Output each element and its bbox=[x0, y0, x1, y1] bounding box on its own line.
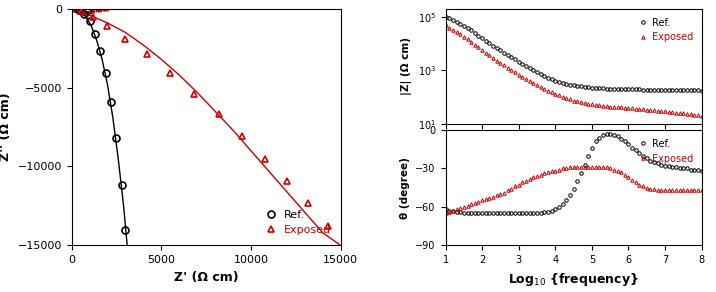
Exposed bbox=[536, 85, 545, 89]
Ref. bbox=[448, 18, 457, 22]
Exposed bbox=[189, 92, 198, 96]
Ref. bbox=[683, 88, 692, 92]
Exposed bbox=[304, 201, 313, 204]
Exposed bbox=[142, 53, 151, 56]
Legend: Ref., Exposed: Ref., Exposed bbox=[258, 205, 335, 240]
Ref. bbox=[569, 187, 578, 191]
Exposed bbox=[566, 165, 574, 169]
Ref. bbox=[481, 211, 490, 215]
Exposed bbox=[448, 28, 457, 32]
Exposed bbox=[448, 209, 457, 212]
Exposed bbox=[697, 188, 706, 192]
Exposed bbox=[89, 16, 97, 19]
Ref. bbox=[102, 72, 110, 75]
Exposed bbox=[441, 24, 450, 27]
Ref. bbox=[536, 72, 545, 76]
Ref. bbox=[690, 168, 699, 171]
Exposed bbox=[569, 165, 578, 169]
Exposed bbox=[214, 113, 223, 116]
Exposed bbox=[238, 135, 246, 138]
Exposed bbox=[514, 73, 523, 77]
Exposed bbox=[514, 183, 523, 187]
Ref. bbox=[441, 15, 450, 19]
Exposed bbox=[77, 9, 85, 13]
Ref. bbox=[595, 86, 604, 90]
Y-axis label: |Z| (Ω cm): |Z| (Ω cm) bbox=[401, 37, 412, 95]
Ref. bbox=[96, 50, 105, 53]
Exposed bbox=[687, 188, 695, 192]
Exposed bbox=[441, 211, 450, 215]
Line: Ref.: Ref. bbox=[444, 132, 703, 215]
Ref. bbox=[112, 136, 121, 140]
Y-axis label: Z'' (Ω cm): Z'' (Ω cm) bbox=[0, 93, 12, 161]
Line: Exposed: Exposed bbox=[444, 165, 703, 215]
Y-axis label: θ (degree): θ (degree) bbox=[400, 157, 410, 218]
Exposed bbox=[103, 24, 112, 28]
Exposed bbox=[697, 114, 706, 118]
Ref. bbox=[80, 13, 89, 16]
Legend: Ref., Exposed: Ref., Exposed bbox=[633, 135, 697, 167]
Legend: Ref., Exposed: Ref., Exposed bbox=[633, 14, 697, 46]
Ref. bbox=[566, 83, 574, 86]
Ref. bbox=[697, 169, 706, 173]
Line: Exposed: Exposed bbox=[444, 24, 703, 118]
Exposed bbox=[639, 185, 647, 188]
Ref. bbox=[91, 32, 100, 36]
Ref. bbox=[448, 209, 457, 212]
Ref. bbox=[602, 132, 611, 135]
Exposed bbox=[595, 104, 604, 107]
Exposed bbox=[566, 98, 574, 101]
Exposed bbox=[683, 112, 692, 116]
Ref. bbox=[85, 20, 94, 23]
Exposed bbox=[121, 37, 130, 41]
X-axis label: Z' (Ω cm): Z' (Ω cm) bbox=[174, 271, 238, 284]
Ref. bbox=[697, 89, 706, 92]
Line: Ref.: Ref. bbox=[75, 7, 129, 233]
Exposed bbox=[261, 157, 269, 160]
Exposed bbox=[282, 179, 291, 182]
Ref. bbox=[514, 60, 523, 64]
Ref. bbox=[117, 184, 126, 187]
Ref. bbox=[441, 208, 450, 211]
Line: Exposed: Exposed bbox=[77, 8, 332, 230]
Ref. bbox=[107, 100, 115, 104]
Exposed bbox=[599, 165, 607, 169]
Exposed bbox=[166, 72, 175, 75]
Ref. bbox=[460, 211, 468, 215]
Ref. bbox=[74, 8, 83, 12]
Ref. bbox=[679, 167, 687, 170]
Exposed bbox=[324, 225, 332, 228]
Line: Ref.: Ref. bbox=[444, 15, 703, 92]
X-axis label: Log$_{10}$ {frequency}: Log$_{10}$ {frequency} bbox=[508, 271, 639, 288]
Ref. bbox=[121, 228, 130, 231]
Ref. bbox=[599, 133, 607, 137]
